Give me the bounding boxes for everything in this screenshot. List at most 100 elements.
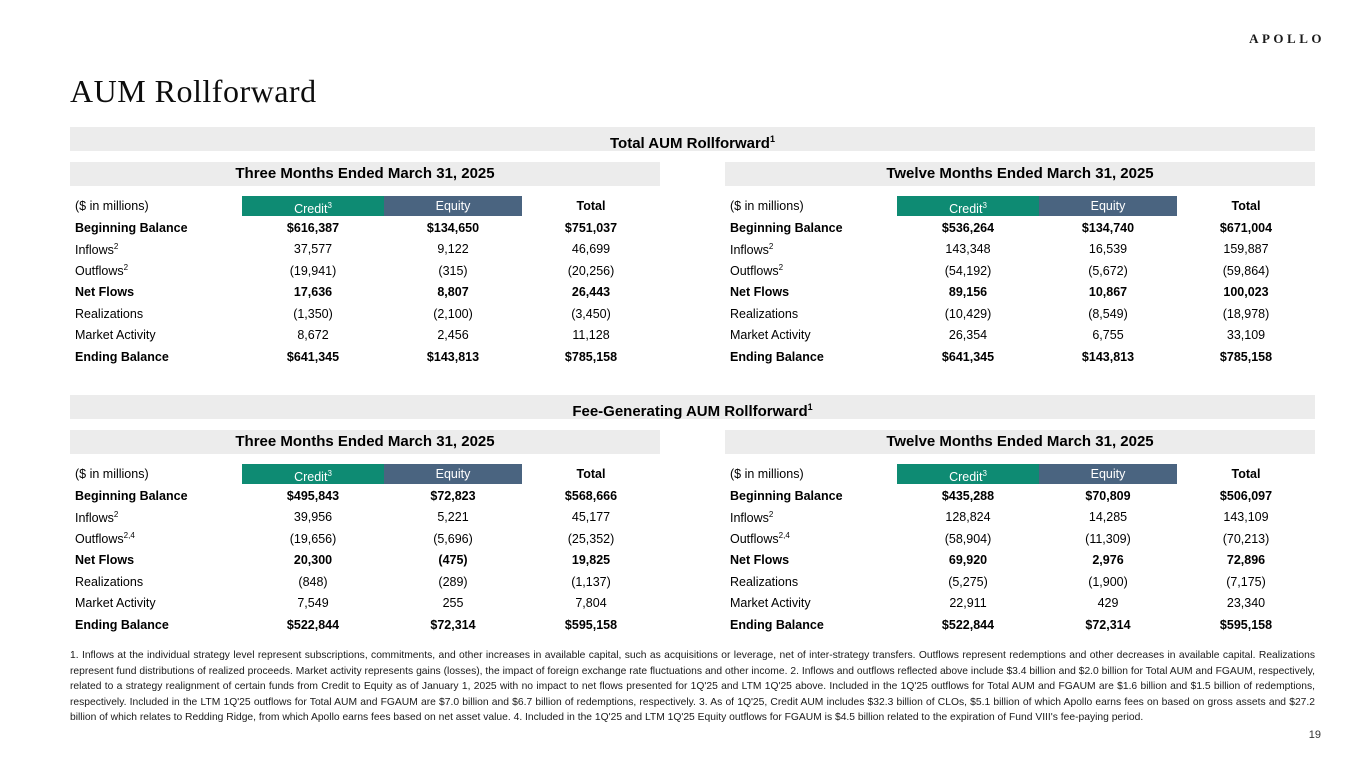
cell-value: $72,314 xyxy=(430,617,476,632)
table-row: Beginning Balance $616,387 $134,650 $751,03… xyxy=(70,217,660,239)
cell-value: 23,340 xyxy=(1226,596,1266,611)
tables-row: Three Months Ended March 31, 2025 ($ in m… xyxy=(70,430,1315,636)
table-row: Realizations (5,275) (1,900) (7,175) xyxy=(725,571,1315,593)
label-text: Equity xyxy=(435,467,471,481)
cell-value: (1,900) xyxy=(1088,574,1128,589)
section-title-footnote-ref: 1 xyxy=(807,402,813,412)
row-footnote-ref: 2,4 xyxy=(778,531,790,541)
table-row: Realizations (10,429) (8,549) (18,978) xyxy=(725,303,1315,325)
table-row: Ending Balance $522,844 $72,314 $595,158 xyxy=(725,614,1315,636)
label-text: Total xyxy=(576,199,606,213)
column-footnote-ref: 3 xyxy=(327,201,332,210)
column-footnote-ref: 3 xyxy=(327,469,332,478)
cell-value: $616,387 xyxy=(286,220,340,235)
table-row: Ending Balance $641,345 $143,813 $785,158 xyxy=(70,346,660,368)
cell-value: 6,755 xyxy=(1092,328,1124,343)
row-label: Realizations xyxy=(70,575,242,589)
cell-value: $522,844 xyxy=(941,617,995,632)
label-text: Ending Balance xyxy=(75,617,169,632)
cell-value: (315) xyxy=(438,263,468,278)
cell-value: 8,672 xyxy=(297,328,329,343)
cell-value: 22,911 xyxy=(949,596,987,611)
label-text: Equity xyxy=(1090,199,1126,213)
cell-value: 7,549 xyxy=(297,596,329,611)
row-label: Beginning Balance xyxy=(725,489,897,503)
row-label: Outflows2 xyxy=(70,263,242,278)
label-text: Inflows xyxy=(75,510,114,525)
cell-value: 7,804 xyxy=(575,596,607,611)
row-label: Market Activity xyxy=(725,596,897,610)
label-text: Outflows xyxy=(75,264,124,279)
label-text: Market Activity xyxy=(730,328,811,343)
label-text: Equity xyxy=(1090,467,1126,481)
cell-value: 128,824 xyxy=(945,510,991,525)
row-label: Inflows2 xyxy=(70,242,242,257)
cell-value: 45,177 xyxy=(571,510,611,525)
cell-value: $134,740 xyxy=(1081,220,1135,235)
cell-value: 14,285 xyxy=(1088,510,1128,525)
page-number: 19 xyxy=(1308,729,1321,741)
row-label: Ending Balance xyxy=(70,618,242,632)
table-row: Beginning Balance $495,843 $72,823 $568,666 xyxy=(70,485,660,507)
rollforward-table-three-months: Three Months Ended March 31, 2025 ($ in m… xyxy=(70,430,660,636)
cell-value: (475) xyxy=(438,553,468,568)
table-header-row: ($ in millions) Credit3 Equity Total xyxy=(725,464,1315,484)
cell-value: (848) xyxy=(298,574,328,589)
section-title-band: Total AUM Rollforward1 xyxy=(70,127,1315,152)
column-header-total: Total xyxy=(522,199,660,213)
label-text: Realizations xyxy=(75,574,144,589)
row-label: Net Flows xyxy=(70,285,242,299)
period-header: Twelve Months Ended March 31, 2025 xyxy=(725,162,1315,186)
row-label: Realizations xyxy=(725,575,897,589)
cell-value: (10,429) xyxy=(944,306,992,321)
column-footnote-ref: 3 xyxy=(982,469,987,478)
cell-value: $536,264 xyxy=(941,220,995,235)
cell-value: 143,348 xyxy=(945,242,991,257)
cell-value: $72,823 xyxy=(430,488,476,503)
apollo-logo: APOLLO xyxy=(1249,31,1325,46)
column-header-credit: Credit3 xyxy=(897,464,1039,484)
cell-value: 143,109 xyxy=(1223,510,1269,525)
table-row: Realizations (1,350) (2,100) (3,450) xyxy=(70,303,660,325)
section-title-band: Fee-Generating AUM Rollforward1 xyxy=(70,395,1315,420)
table-row: Beginning Balance $536,264 $134,740 $671,00… xyxy=(725,217,1315,239)
row-footnote-ref: 2 xyxy=(113,241,119,251)
column-header-equity: Equity xyxy=(384,196,522,216)
cell-value: (289) xyxy=(438,574,468,589)
table-row: Outflows2,4 (58,904) (11,309) (70,213) xyxy=(725,528,1315,550)
cell-value: $506,097 xyxy=(1219,488,1273,503)
cell-value: $143,813 xyxy=(426,349,480,364)
cell-value: $785,158 xyxy=(564,349,618,364)
period-header: Three Months Ended March 31, 2025 xyxy=(70,430,660,454)
period-header: Three Months Ended March 31, 2025 xyxy=(70,162,660,186)
cell-value: $641,345 xyxy=(941,349,995,364)
label-text: Credit xyxy=(294,470,328,485)
row-label: Ending Balance xyxy=(725,618,897,632)
cell-value: 89,156 xyxy=(948,285,988,300)
cell-value: (18,978) xyxy=(1222,306,1270,321)
label-text: Fee-Generating AUM Rollforward xyxy=(572,403,808,420)
label-text: Ending Balance xyxy=(730,349,824,364)
column-header-credit: Credit3 xyxy=(242,196,384,216)
row-label: Beginning Balance xyxy=(725,221,897,235)
row-footnote-ref: 2 xyxy=(768,509,774,519)
row-label: Outflows2 xyxy=(725,263,897,278)
label-text: Outflows xyxy=(730,532,779,547)
cell-value: 19,825 xyxy=(571,553,611,568)
cell-value: $495,843 xyxy=(286,488,340,503)
cell-value: (5,672) xyxy=(1088,263,1128,278)
footnotes: 1. Inflows at the individual strategy le… xyxy=(70,650,1315,724)
cell-value: 100,023 xyxy=(1223,285,1269,300)
row-footnote-ref: 2 xyxy=(113,509,119,519)
cell-value: (70,213) xyxy=(1222,531,1270,546)
table-row: Inflows2 128,824 14,285 143,109 xyxy=(725,507,1315,529)
label-text: Credit xyxy=(294,202,328,217)
row-footnote-ref: 2,4 xyxy=(123,531,135,541)
label-text: Total xyxy=(1231,199,1261,213)
label-text: Market Activity xyxy=(75,596,156,611)
rollforward-table-twelve-months: Twelve Months Ended March 31, 2025 ($ in … xyxy=(725,162,1315,368)
cell-value: (7,175) xyxy=(1226,574,1266,589)
cell-value: 2,456 xyxy=(437,328,469,343)
label-text: Realizations xyxy=(75,306,144,321)
cell-value: 26,443 xyxy=(571,285,611,300)
